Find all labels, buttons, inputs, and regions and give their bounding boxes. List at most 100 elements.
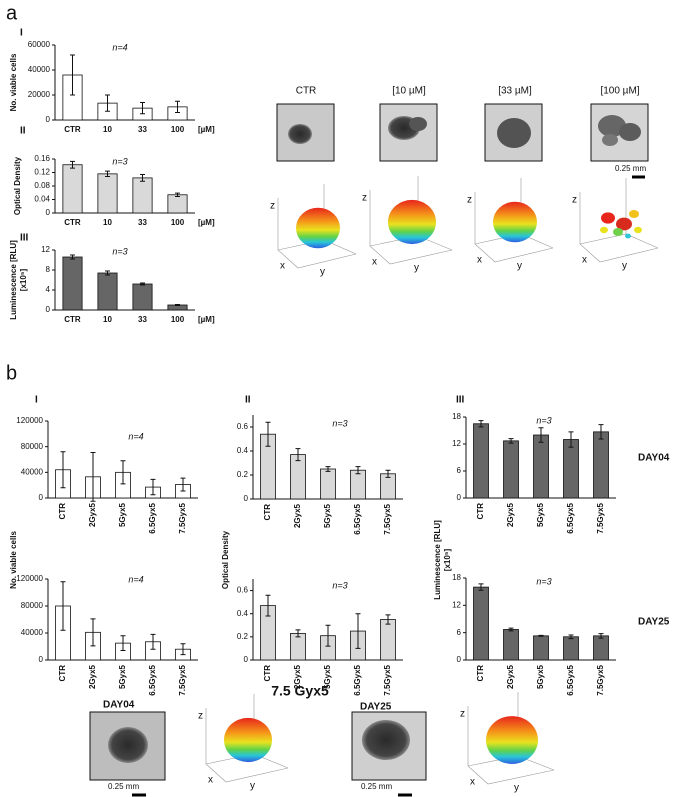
bar xyxy=(132,283,153,311)
x-tick-label: 7.5Gyx5 xyxy=(596,664,605,695)
error-bar xyxy=(295,629,301,638)
x-tick-label: 5Gyx5 xyxy=(118,502,127,527)
bar xyxy=(503,629,519,661)
y-tick-label: 120000 xyxy=(16,574,43,583)
axis-letter: y xyxy=(514,783,519,794)
scale-bar-label: 0.25 mm xyxy=(615,164,646,173)
error-bar xyxy=(295,448,301,462)
y-tick-label: 4 xyxy=(46,285,51,294)
section-label: III xyxy=(456,395,465,406)
x-tick-label: 33 xyxy=(138,218,147,227)
x-tick-label: 100 xyxy=(171,315,185,324)
error-bar xyxy=(150,478,156,496)
x-tick-label: CTR xyxy=(64,125,81,134)
spheroid xyxy=(224,717,272,763)
y-axis-title: Luminescence [RLU] xyxy=(9,240,18,320)
unit-label: [µM] xyxy=(198,218,215,227)
spheroid xyxy=(388,199,436,245)
blob xyxy=(616,217,632,231)
y-axis-title: No. viable cells xyxy=(9,53,18,111)
blob xyxy=(629,210,639,218)
unit-label: [µM] xyxy=(198,125,215,134)
x-tick-label: 7.5Gyx5 xyxy=(178,664,187,695)
y-tick-label: 0.6 xyxy=(237,422,249,431)
y-tick-label: 0 xyxy=(46,208,51,217)
scale-bar-label: 0.25 mm xyxy=(361,782,392,791)
y-tick-label: 0.2 xyxy=(237,470,249,479)
section-label: I xyxy=(35,395,38,406)
error-bar xyxy=(140,174,145,182)
error-bar xyxy=(105,170,110,178)
y-tick-label: 0.4 xyxy=(237,446,249,455)
axis-letter: y xyxy=(414,263,419,274)
blob xyxy=(600,226,608,234)
axis-letter: z xyxy=(467,195,472,206)
error-bar xyxy=(180,477,186,492)
annotation: n=3 xyxy=(536,576,551,586)
x-tick-label: CTR xyxy=(64,315,81,324)
y-tick-label: 0.12 xyxy=(34,168,50,177)
axis-letter: z xyxy=(362,193,367,204)
x-tick-label: 2Gyx5 xyxy=(506,664,515,689)
axis-letter: x xyxy=(372,257,377,268)
y-tick-label: 0 xyxy=(457,493,462,502)
section-label: II xyxy=(20,126,26,137)
day-label: DAY04 xyxy=(638,453,670,464)
axis-letter: z xyxy=(572,195,577,206)
error-bar xyxy=(175,304,180,306)
panel-label: b xyxy=(6,362,17,384)
x-tick-label: 5Gyx5 xyxy=(536,502,545,527)
y-tick-label: 80000 xyxy=(21,601,44,610)
bar xyxy=(132,177,153,214)
error-bar xyxy=(478,420,484,428)
annotation: n=4 xyxy=(112,42,127,52)
blob xyxy=(625,233,631,239)
bar xyxy=(563,439,579,499)
spheroid xyxy=(493,201,537,243)
bar xyxy=(473,586,489,661)
y-tick-label: 40000 xyxy=(21,628,44,637)
y-tick-label: 6 xyxy=(457,628,462,637)
error-bar xyxy=(265,421,271,447)
section-label: II xyxy=(245,395,251,406)
y-tick-label: 0 xyxy=(39,655,44,664)
spheroid xyxy=(296,207,340,249)
x-tick-label: CTR xyxy=(476,665,485,682)
x-tick-label: 10 xyxy=(103,218,112,227)
bar xyxy=(503,440,519,499)
error-bar xyxy=(385,614,391,625)
x-tick-label: 7.5Gyx5 xyxy=(383,503,392,534)
y-tick-label: 18 xyxy=(452,412,461,421)
x-tick-label: 7.5Gyx5 xyxy=(596,502,605,533)
blob xyxy=(601,212,615,224)
bar xyxy=(62,256,83,311)
x-tick-label: 2Gyx5 xyxy=(506,502,515,527)
y-tick-label: 0.08 xyxy=(34,181,50,190)
x-tick-label: 5Gyx5 xyxy=(536,664,545,689)
bar xyxy=(380,619,396,661)
y-tick-label: 0 xyxy=(244,494,249,503)
x-tick-label: 7.5Gyx5 xyxy=(383,664,392,695)
day-label: DAY25 xyxy=(360,702,392,713)
bar xyxy=(320,468,336,500)
axis-letter: y xyxy=(250,781,255,792)
error-bar xyxy=(175,192,180,197)
y-tick-label: 20000 xyxy=(28,90,51,99)
error-bar xyxy=(90,618,96,647)
scale-bar-label: 0.25 mm xyxy=(108,782,139,791)
y-tick-label: 18 xyxy=(452,573,461,582)
error-bar xyxy=(120,635,126,652)
y-tick-label: 12 xyxy=(452,439,461,448)
x-tick-label: CTR xyxy=(58,665,67,682)
y-tick-label: 0 xyxy=(244,655,249,664)
annotation: n=3 xyxy=(332,418,347,428)
panel-label: a xyxy=(6,2,18,24)
section-label: I xyxy=(20,28,23,39)
x-tick-label: CTR xyxy=(263,504,272,521)
y-tick-label: 80000 xyxy=(21,442,44,451)
error-bar xyxy=(150,633,156,650)
unit-label: [µM] xyxy=(198,315,215,324)
x-tick-label: 6.5Gyx5 xyxy=(566,664,575,695)
axis-letter: x xyxy=(470,777,475,788)
y-tick-label: 0.04 xyxy=(34,195,50,204)
